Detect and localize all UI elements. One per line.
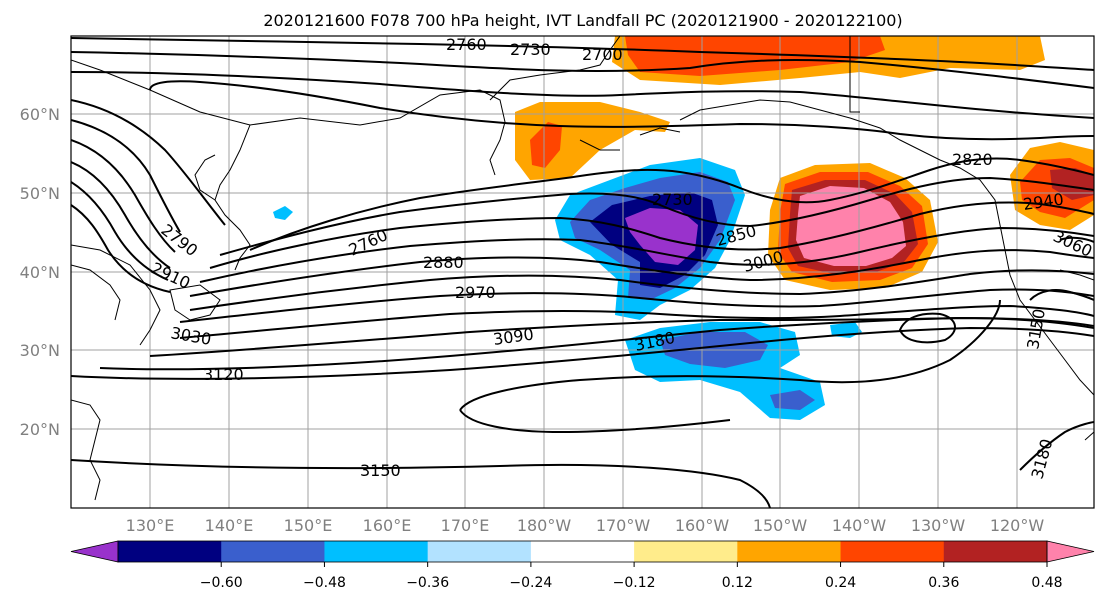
colorbar-cell xyxy=(427,541,532,562)
lon-label: 150°W xyxy=(753,516,808,535)
colorbar-cell xyxy=(118,541,222,562)
colorbar-tick-label: −0.36 xyxy=(406,575,449,591)
colorbar-cells xyxy=(70,540,1095,563)
lon-label: 160°W xyxy=(675,516,730,535)
colorbar-outline xyxy=(117,540,1048,563)
lon-label: 150°E xyxy=(284,516,333,535)
colorbar-cell xyxy=(324,541,429,562)
colorbar-extend-max xyxy=(1046,540,1095,563)
colorbar-tick-label: 0.36 xyxy=(928,575,959,591)
positive-anomaly-center xyxy=(768,163,938,290)
colorbar-tick-label: 0.48 xyxy=(1031,575,1062,591)
colorbar: −0.60 −0.48 −0.36 −0.24 −0.12 0.12 0.24 0.36 0.4… xyxy=(70,540,1095,591)
latitude-labels: 60°N 50°N 40°N 30°N 20°N xyxy=(20,105,60,439)
colorbar-tick-label: 0.12 xyxy=(722,575,753,591)
lat-label: 60°N xyxy=(20,105,60,124)
lon-label: 120°W xyxy=(990,516,1045,535)
lon-label: 170°W xyxy=(596,516,651,535)
longitude-labels: 130°E 140°E 150°E 160°E 170°E 180°W 170°… xyxy=(126,516,1045,535)
lon-label: 140°W xyxy=(832,516,887,535)
map-frame xyxy=(70,35,1095,509)
contour-label: 2820 xyxy=(952,150,993,169)
lon-label: 170°E xyxy=(441,516,490,535)
lon-label: 140°E xyxy=(205,516,254,535)
colorbar-tick-label: −0.60 xyxy=(200,575,243,591)
colorbar-cell xyxy=(943,541,1048,562)
contour-label: 2730 xyxy=(510,40,551,59)
lat-label: 40°N xyxy=(20,263,60,282)
lon-label: 180°W xyxy=(517,516,572,535)
colorbar-cell xyxy=(530,541,635,562)
map-grid xyxy=(71,36,1094,508)
colorbar-cell xyxy=(221,541,325,562)
colorbar-cell xyxy=(737,541,842,562)
contour-label: 3120 xyxy=(203,365,244,384)
colorbar-ticks: −0.60 −0.48 −0.36 −0.24 −0.12 0.12 0.24 0.36 0.4… xyxy=(200,562,1063,591)
contour-label: 2760 xyxy=(446,35,487,54)
map-title: 2020121600 F078 700 hPa height, IVT Land… xyxy=(263,11,902,30)
colorbar-extend-min xyxy=(70,540,119,563)
lon-label: 130°E xyxy=(126,516,175,535)
lon-label: 160°E xyxy=(363,516,412,535)
colorbar-cell xyxy=(634,541,738,562)
colorbar-tick-label: −0.24 xyxy=(509,575,552,591)
contour-label: 2970 xyxy=(455,283,496,302)
map-area: 2790 2910 3030 3120 2760 2880 2970 3090 … xyxy=(71,35,1094,508)
contour-label: 3150 xyxy=(360,461,401,480)
contour-label: 2730 xyxy=(652,190,693,209)
colorbar-tick-label: −0.48 xyxy=(303,575,346,591)
contour-label: 2880 xyxy=(423,253,464,272)
colorbar-tick-label: −0.12 xyxy=(613,575,656,591)
lon-label: 130°W xyxy=(911,516,966,535)
height-contours xyxy=(71,37,1094,508)
contour-label: 2700 xyxy=(582,45,623,64)
lat-label: 30°N xyxy=(20,341,60,360)
colorbar-cell xyxy=(840,541,945,562)
colorbar-tick-label: 0.24 xyxy=(825,575,856,591)
lat-label: 50°N xyxy=(20,184,60,203)
lat-label: 20°N xyxy=(20,420,60,439)
